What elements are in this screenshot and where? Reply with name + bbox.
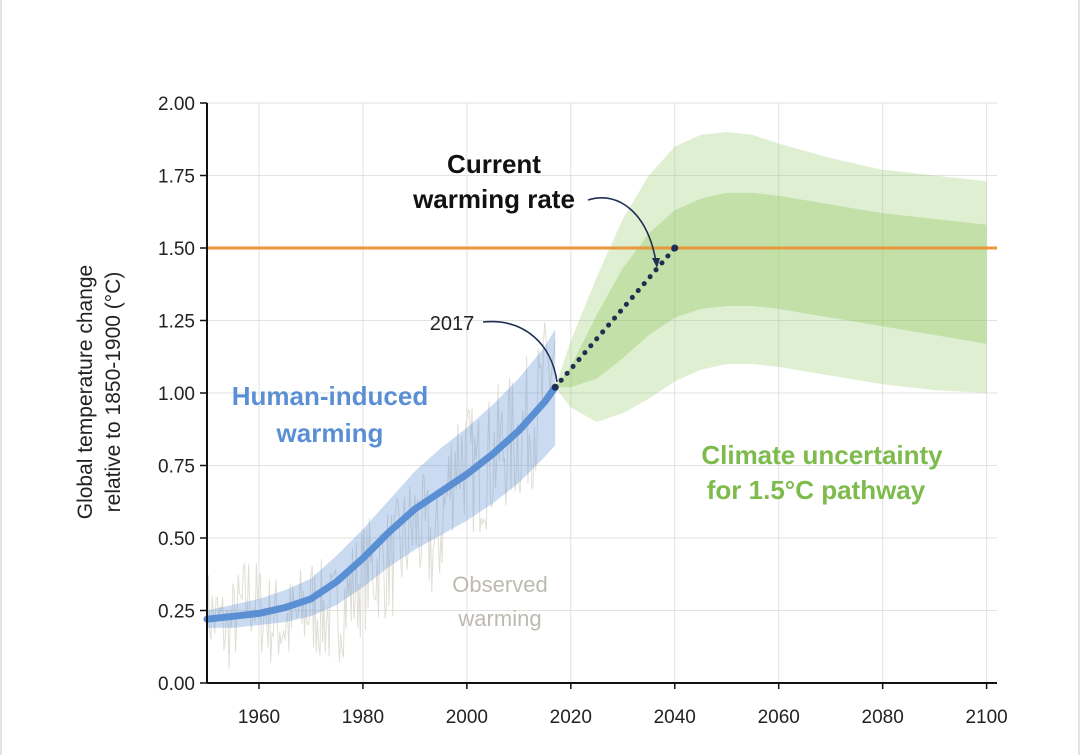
x-tick-label: 1980 [342,707,384,728]
y-axis-title-line1: Global temperature change [74,265,97,520]
y-tick-label: 0.50 [158,529,195,550]
current-warming-rate-line [552,245,678,390]
y-tick-label: 1.50 [158,239,195,260]
human-induced-uncertainty-band [207,329,556,628]
x-tick-label: 2040 [654,707,696,728]
x-tick-label: 2100 [965,707,1007,728]
y-tick-label: 1.25 [158,312,195,333]
uncertainty-bands [207,132,987,628]
human-induced-label-line1: Human-induced [232,381,428,411]
y-tick-label: 1.75 [158,167,195,188]
current-rate-end-point [671,244,679,252]
year-2017-pointer [482,320,558,383]
y-tick-label: 0.25 [158,602,195,623]
tick-labels: 1960 1980 2000 2020 2040 2060 2080 2100 0.00 0.25… [158,94,1008,728]
series-layer [203,244,679,623]
left-border [0,0,2,755]
observed-label-line2: warming [457,606,541,631]
observed-label-line1: Observed [452,572,547,597]
annotations: Current warming rate 2017 Human-induced … [232,149,943,631]
right-border [1078,0,1080,755]
year-2017-label: 2017 [430,313,475,335]
axes [200,102,997,689]
y-axis-title: Global temperature change relative to 18… [74,265,125,520]
x-tick-label: 2000 [446,707,488,728]
current-rate-label-line2: warming rate [412,184,575,214]
climate-uncertainty-label-line1: Climate uncertainty [701,440,943,470]
x-tick-label: 1960 [238,707,280,728]
climate-uncertainty-label-line2: for 1.5°C pathway [707,475,926,505]
current-rate-pointer [587,197,657,263]
current-rate-label-line1: Current [447,149,541,179]
human-induced-warming-line [203,383,559,623]
current-rate-arrowhead [652,258,660,268]
y-axis-title-line2: relative to 1850-1900 (°C) [102,272,125,513]
current-rate-start-point [551,383,559,391]
human-induced-label-line2: warming [276,418,384,448]
x-tick-label: 2080 [862,707,904,728]
y-tick-label: 0.75 [158,457,195,478]
y-tick-label: 1.00 [158,384,195,405]
y-tick-label: 2.00 [158,94,195,115]
x-tick-label: 2060 [758,707,800,728]
x-tick-label: 2020 [550,707,592,728]
climate-uncertainty-outer-band [555,132,987,422]
climate-uncertainty-inner-band [555,192,987,388]
y-tick-label: 0.00 [158,674,195,695]
